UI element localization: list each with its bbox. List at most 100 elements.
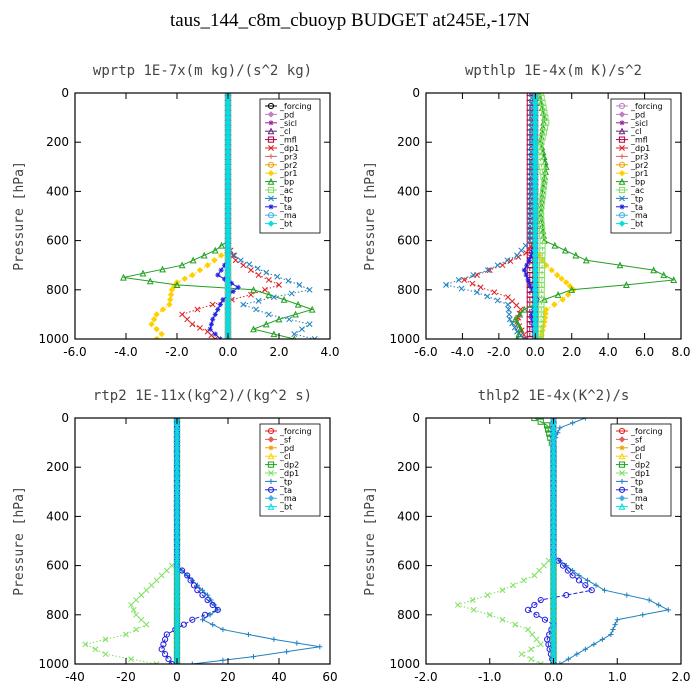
series-group xyxy=(454,418,671,664)
data-point xyxy=(184,572,190,579)
data-point xyxy=(102,636,109,643)
data-point xyxy=(553,271,561,279)
data-point xyxy=(292,310,299,318)
x-tick-label: -6.0 xyxy=(63,345,86,359)
y-tick-label: 800 xyxy=(46,608,69,622)
data-point xyxy=(148,582,155,589)
data-point xyxy=(528,646,535,653)
y-tick-label: 400 xyxy=(46,509,69,523)
legend-label: _forcing xyxy=(630,102,663,111)
data-point xyxy=(200,251,208,259)
data-point xyxy=(102,651,109,658)
data-point xyxy=(588,587,595,594)
data-point xyxy=(212,336,219,339)
legend-marker xyxy=(618,436,626,443)
plot-frame xyxy=(74,92,331,340)
data-point xyxy=(153,325,160,333)
data-point xyxy=(255,272,262,278)
data-point xyxy=(194,587,201,594)
data-point xyxy=(527,178,534,185)
legend-marker xyxy=(267,461,275,468)
data-point xyxy=(196,266,204,274)
legend-marker xyxy=(618,170,626,177)
data-point xyxy=(568,286,576,293)
data-point xyxy=(529,311,535,317)
data-point xyxy=(296,281,303,288)
series-line xyxy=(150,93,229,339)
data-point xyxy=(531,572,538,579)
x-tick-label: 40 xyxy=(271,670,286,684)
legend-label: _sicl xyxy=(630,119,648,128)
y-tick-label: 400 xyxy=(46,184,69,198)
series-line xyxy=(161,418,219,664)
data-point xyxy=(527,168,534,175)
data-point xyxy=(187,577,194,584)
data-point xyxy=(537,641,544,648)
legend-label: _pr2 xyxy=(630,161,648,170)
data-point xyxy=(128,602,135,608)
data-point xyxy=(527,158,534,165)
legend-label: _cl xyxy=(279,452,291,461)
legend-marker xyxy=(267,495,275,502)
legend: _forcing_pd_sicl_cl_mfl_dp1_pr3_pr2_pr1_… xyxy=(610,98,672,234)
data-point xyxy=(231,252,238,259)
data-point xyxy=(153,335,160,339)
y-tick-label: 800 xyxy=(397,608,420,622)
data-point xyxy=(143,587,150,594)
data-point xyxy=(574,651,580,657)
data-point xyxy=(622,281,630,288)
x-tick-label: 1.0 xyxy=(608,670,627,684)
data-point xyxy=(158,330,165,338)
legend-label: _cl xyxy=(279,127,291,136)
data-point xyxy=(520,305,528,313)
data-point xyxy=(143,621,150,628)
x-tick-label: -1.0 xyxy=(478,670,501,684)
legend-label: _dp1 xyxy=(630,144,650,153)
x-tick-label: 0 xyxy=(173,670,181,684)
data-point xyxy=(566,282,574,290)
data-point xyxy=(650,266,658,274)
data-point xyxy=(470,272,477,278)
legend-label: _pd xyxy=(630,444,645,453)
data-point xyxy=(564,567,571,574)
data-point xyxy=(294,640,300,646)
x-tick-label: 2.0 xyxy=(269,345,288,359)
y-tick-label: 600 xyxy=(46,234,69,248)
data-point xyxy=(533,636,540,643)
y-tick-label: 1000 xyxy=(38,657,69,671)
data-point xyxy=(253,306,260,313)
legend-marker xyxy=(267,220,275,227)
y-tick-label: 0 xyxy=(61,86,69,100)
data-point xyxy=(168,562,175,569)
legend-marker xyxy=(267,212,275,219)
data-point xyxy=(262,286,268,293)
data-point xyxy=(608,631,614,638)
data-point xyxy=(210,316,216,322)
chart-panel-3: rtp2 1E-11x(kg^2)/(kg^2 s) Pressure [hPa]… xyxy=(12,388,338,684)
legend-marker xyxy=(267,127,275,135)
data-point xyxy=(250,654,257,660)
data-point xyxy=(265,277,272,283)
x-tick-label: 0.0 xyxy=(218,345,237,359)
data-point xyxy=(499,587,506,594)
data-point xyxy=(551,241,559,249)
data-point xyxy=(610,626,616,633)
data-point xyxy=(526,237,533,244)
legend-label: _tp xyxy=(279,477,292,486)
data-point xyxy=(527,217,534,224)
data-point xyxy=(527,222,533,229)
data-point xyxy=(308,305,316,313)
data-point xyxy=(511,315,519,323)
data-point xyxy=(665,607,671,613)
data-point xyxy=(656,602,662,608)
legend-marker xyxy=(268,120,274,126)
x-tick-label: -2.0 xyxy=(165,345,188,359)
data-point xyxy=(527,183,534,190)
legend-marker xyxy=(268,145,274,151)
data-point xyxy=(158,646,165,653)
data-point xyxy=(190,582,198,589)
data-point xyxy=(92,646,99,653)
data-point xyxy=(506,311,513,318)
data-point xyxy=(237,257,244,264)
data-point xyxy=(284,649,290,655)
